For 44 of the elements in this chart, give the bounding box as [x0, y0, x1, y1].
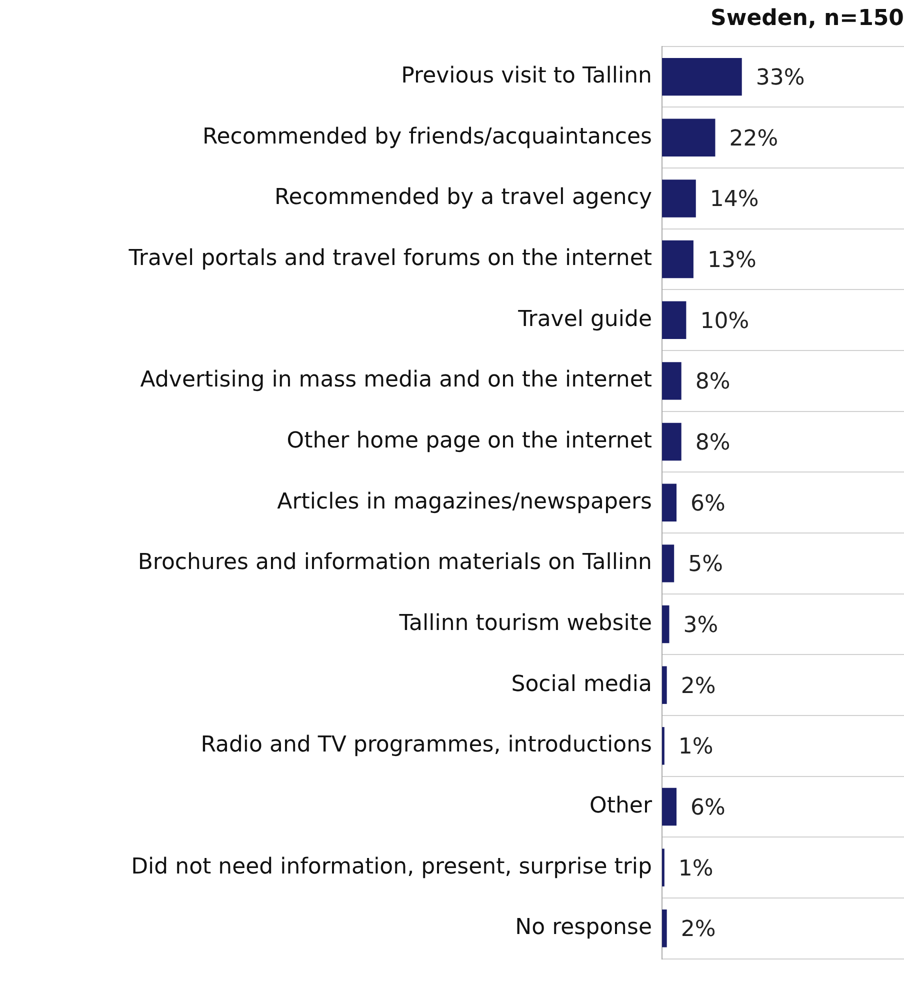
y-tick-label: Brochures and information materials on Tallinn	[138, 550, 652, 576]
data-label: 2%	[680, 917, 716, 942]
data-label: 10%	[700, 308, 750, 334]
bar	[662, 240, 694, 278]
bar	[662, 910, 667, 948]
y-tick-label: Other home page on the internet	[286, 428, 652, 454]
data-label: 8%	[695, 430, 730, 456]
bar	[662, 118, 716, 156]
y-tick-label: Radio and TV programmes, introductions	[200, 732, 652, 758]
y-tick-label: Travel guide	[517, 306, 652, 332]
y-tick-label: Recommended by friends/acquaintances	[202, 124, 652, 150]
chart-title: Sweden, n=150	[710, 6, 904, 31]
y-tick-label: Articles in magazines/newspapers	[277, 489, 652, 514]
bar	[662, 422, 682, 461]
y-tick-label: Travel portals and travel forums on the internet	[128, 246, 652, 272]
bar	[662, 362, 682, 400]
data-label: 33%	[756, 66, 805, 91]
bar	[662, 544, 674, 582]
data-label: 1%	[678, 734, 714, 760]
bar	[662, 301, 686, 339]
bar	[662, 180, 696, 218]
data-label: 22%	[729, 126, 778, 152]
bar	[662, 605, 670, 644]
bar	[662, 484, 677, 522]
data-label: 2%	[680, 674, 716, 699]
data-label: 5%	[688, 552, 724, 578]
y-tick-label: Recommended by a travel agency	[274, 185, 652, 210]
y-tick-label: Tallinn tourism website	[398, 610, 652, 636]
data-label: 3%	[683, 612, 718, 638]
y-tick-label: Did not need information, present, surprise trip	[131, 854, 652, 880]
bar	[662, 58, 742, 96]
y-tick-label: Previous visit to Tallinn	[401, 64, 652, 89]
bar	[662, 788, 677, 826]
y-tick-label: Other	[590, 793, 653, 818]
bar	[662, 666, 667, 704]
data-label: 6%	[690, 491, 726, 516]
y-tick-label: Advertising in mass media and on the internet	[140, 368, 652, 393]
data-label: 13%	[707, 248, 756, 274]
data-label: 14%	[710, 187, 759, 212]
y-tick-label: No response	[515, 915, 652, 940]
y-tick-label: Social media	[511, 672, 652, 697]
data-label: 6%	[690, 795, 726, 820]
data-label: 8%	[695, 370, 730, 395]
data-label: 1%	[678, 856, 714, 882]
